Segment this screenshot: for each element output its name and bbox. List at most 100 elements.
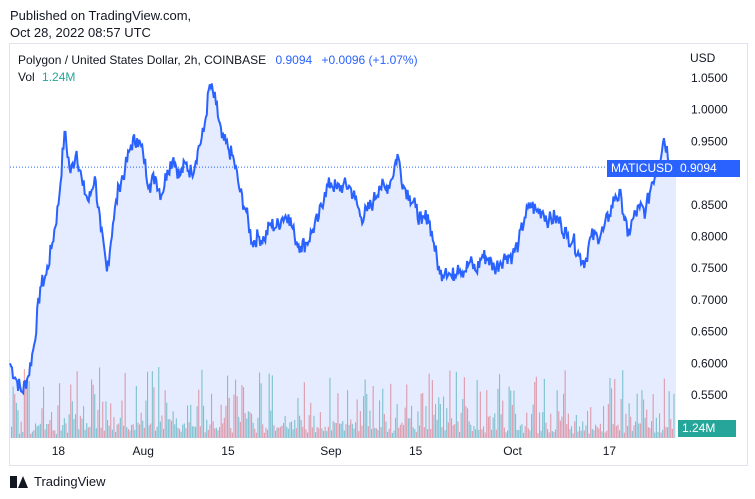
volume-bar	[60, 430, 62, 438]
volume-bar	[612, 424, 614, 438]
footer-brand[interactable]: TradingView	[34, 474, 106, 489]
volume-bar	[401, 422, 403, 438]
volume-bar	[25, 388, 27, 438]
volume-bar	[545, 422, 547, 438]
volume-bar	[20, 421, 22, 438]
volume-bar	[228, 397, 230, 438]
volume-bar	[631, 430, 633, 438]
price-label: 0.9094	[275, 53, 313, 67]
volume-bar	[147, 371, 149, 438]
x-tick-label: 18	[52, 444, 66, 458]
volume-bar	[188, 422, 190, 438]
volume-bar	[540, 430, 542, 438]
volume-bar	[331, 430, 333, 438]
volume-bar	[271, 375, 273, 438]
volume-bar	[609, 378, 611, 438]
volume-bar	[247, 411, 249, 438]
volume-bar	[287, 428, 289, 438]
volume-bar	[177, 427, 179, 438]
volume-bar	[555, 429, 557, 438]
volume-bar	[92, 384, 94, 438]
volume-bar	[580, 430, 582, 438]
volume-bar	[164, 390, 166, 438]
volume-bar	[73, 418, 75, 438]
volume-bar	[315, 432, 317, 438]
x-tick-label: 15	[221, 444, 235, 458]
volume-bar	[620, 399, 622, 438]
volume-bar	[351, 423, 353, 438]
volume-bar	[513, 390, 515, 438]
volume-bar	[630, 416, 632, 438]
volume-bar	[121, 400, 123, 438]
volume-bar	[623, 432, 625, 438]
volume-bar	[167, 419, 169, 438]
volume-bar	[553, 431, 555, 438]
volume-bar	[385, 421, 387, 438]
volume-bar	[615, 426, 617, 438]
volume-bar	[409, 418, 411, 438]
volume-bar	[231, 432, 233, 438]
volume-bar	[606, 430, 608, 438]
volume-bar	[217, 430, 219, 438]
volume-bar	[551, 431, 553, 438]
volume-bar	[206, 419, 208, 438]
volume-bar	[265, 427, 267, 438]
volume-bar	[467, 408, 469, 438]
volume-bar	[102, 401, 104, 438]
volume-bar	[302, 426, 304, 438]
volume-bar	[111, 429, 113, 438]
volume-bar	[244, 413, 246, 438]
published-line-1: Published on TradingView.com,	[10, 8, 192, 23]
chart-frame	[9, 43, 748, 466]
volume-bar	[510, 390, 512, 438]
y-axis: 1.05001.00000.95000.90000.85000.80000.75…	[691, 71, 728, 402]
y-tick-label: 0.7500	[691, 261, 728, 275]
volume-bar	[403, 424, 405, 438]
volume-bar	[503, 427, 505, 438]
volume-bar	[524, 426, 526, 438]
volume-bar	[641, 390, 643, 438]
volume-bar	[465, 406, 467, 438]
volume-bar	[195, 426, 197, 438]
volume-bar	[108, 425, 110, 438]
volume-bar	[598, 428, 600, 438]
volume-bar	[326, 431, 328, 438]
y-tick-label: 0.7000	[691, 293, 728, 307]
volume-bar	[300, 419, 302, 438]
volume-bar	[211, 393, 213, 438]
volume-bar	[204, 432, 206, 438]
volume-bar	[342, 421, 344, 438]
volume-bar	[534, 382, 536, 438]
volume-bar	[140, 412, 142, 438]
volume-bar	[116, 424, 118, 438]
volume-bar	[417, 411, 419, 438]
y-tick-label: 0.8000	[691, 230, 728, 244]
volume-bar	[199, 426, 201, 438]
volume-bar	[100, 427, 102, 438]
volume-bar	[35, 423, 37, 438]
volume-bar	[158, 367, 160, 438]
volume-bar	[559, 420, 561, 438]
volume-bar	[459, 432, 461, 438]
volume-bar	[327, 426, 329, 438]
volume-bar	[310, 402, 312, 438]
volume-bar	[625, 413, 627, 438]
volume-bar	[489, 415, 491, 438]
volume-bar	[97, 409, 99, 438]
volume-bar	[439, 403, 441, 438]
volume-bar	[404, 407, 406, 438]
x-tick-label: Aug	[133, 444, 154, 458]
volume-bar	[38, 425, 40, 438]
volume-bar	[319, 412, 321, 438]
volume-bar	[291, 421, 293, 438]
volume-bar	[558, 411, 560, 438]
volume-bar	[654, 432, 656, 438]
volume-bar	[59, 383, 61, 438]
volume-bar	[180, 431, 182, 438]
volume-bar	[52, 430, 54, 438]
volume-bar	[297, 398, 299, 438]
price-badge: 0.9094	[676, 160, 740, 177]
volume-bar	[63, 418, 65, 438]
volume-bar	[268, 373, 270, 438]
